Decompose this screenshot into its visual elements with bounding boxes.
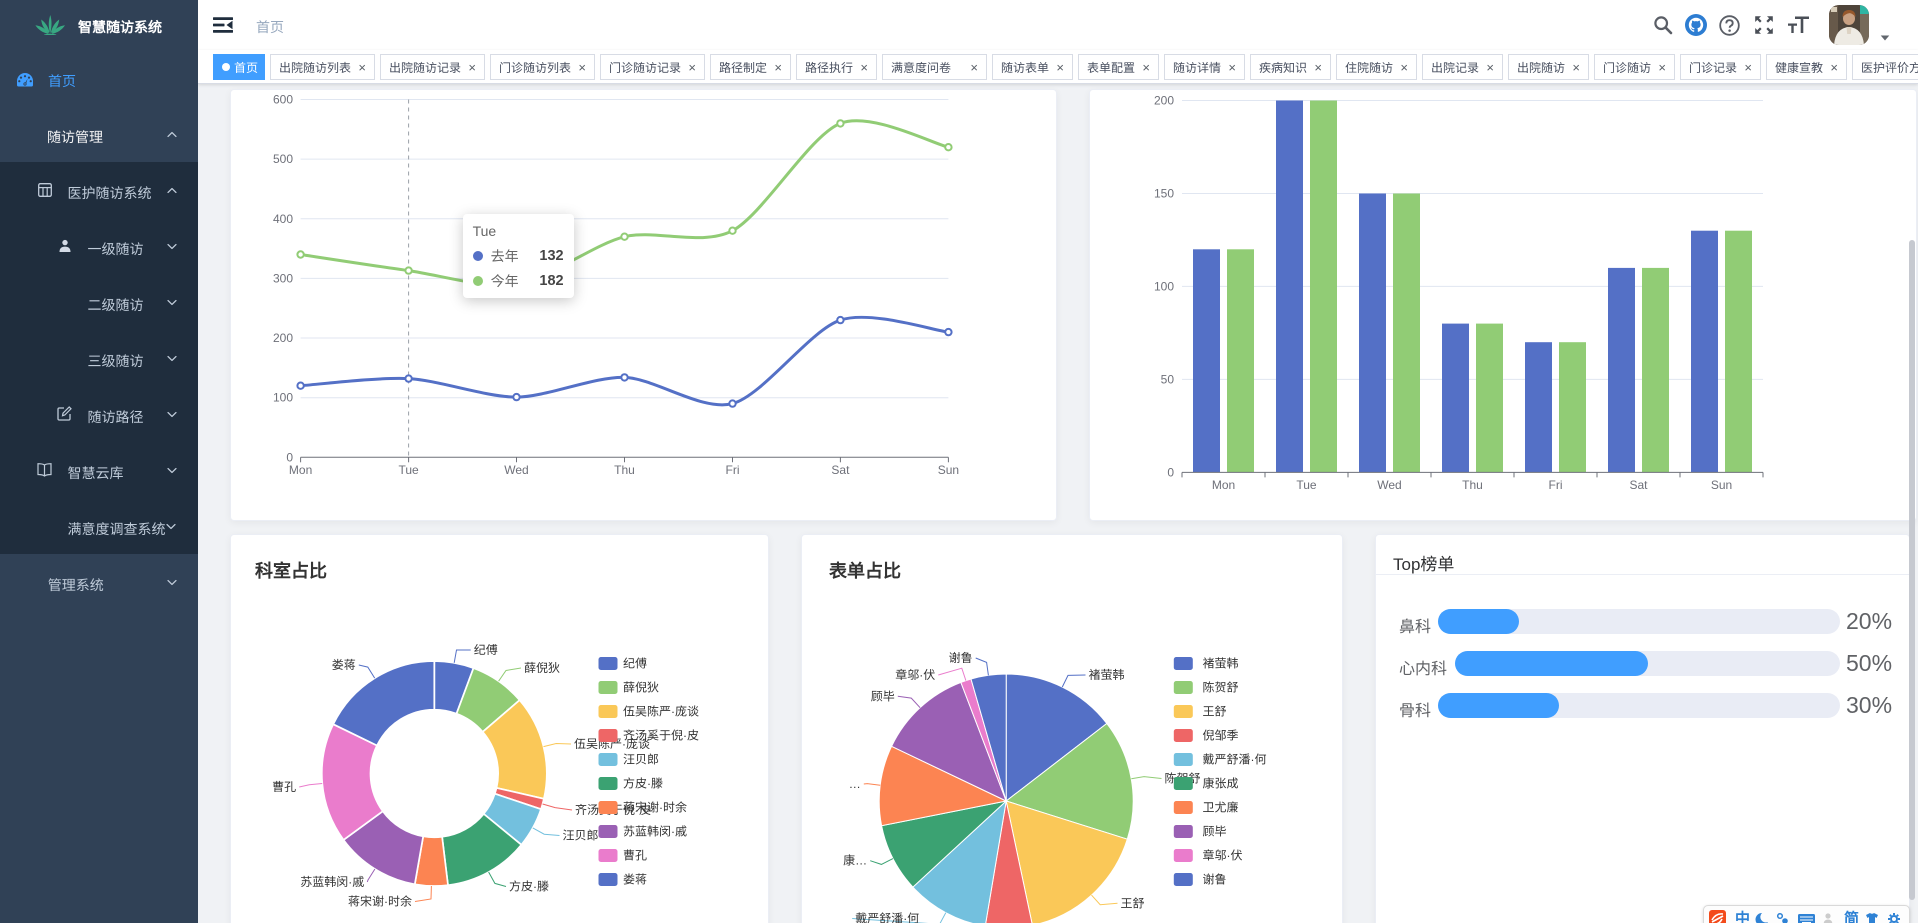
svg-text:方皮·滕: 方皮·滕	[509, 880, 549, 894]
svg-text:康张成: 康张成	[1203, 777, 1239, 791]
svg-text:中: 中	[1735, 909, 1750, 923]
svg-text:方皮·滕: 方皮·滕	[623, 777, 663, 791]
svg-text:卫尤廉: 卫尤廉	[1203, 801, 1239, 815]
svg-text:伍吴陈严·庞谈: 伍吴陈严·庞谈	[574, 737, 650, 751]
svg-text:汪贝郎: 汪贝郎	[623, 753, 659, 767]
svg-text:200: 200	[273, 331, 293, 345]
svg-text:康…: 康…	[843, 854, 867, 868]
svg-text:Mon: Mon	[1212, 478, 1235, 492]
svg-text:蒋宋谢·时余: 蒋宋谢·时余	[348, 895, 412, 909]
svg-text:300: 300	[273, 271, 293, 285]
svg-text:500: 500	[273, 152, 293, 166]
svg-text:齐汤奚于倪·皮: 齐汤奚于倪·皮	[623, 729, 699, 743]
svg-text:Wed: Wed	[1377, 478, 1401, 492]
svg-text:0: 0	[286, 450, 293, 464]
svg-text:Sat: Sat	[1629, 478, 1648, 492]
svg-text:汪贝郎: 汪贝郎	[563, 829, 599, 843]
svg-text:100: 100	[1154, 279, 1174, 293]
svg-text:Tue: Tue	[1296, 478, 1317, 492]
svg-text:王舒: 王舒	[1203, 705, 1227, 719]
svg-text:150: 150	[1154, 187, 1174, 201]
svg-text:章邬·伏: 章邬·伏	[895, 668, 935, 682]
svg-text:章邬·伏: 章邬·伏	[1203, 849, 1243, 863]
svg-text:简: 简	[1844, 909, 1859, 923]
svg-text:倪邹季: 倪邹季	[1203, 729, 1239, 743]
svg-text:苏蓝韩闵·戚: 苏蓝韩闵·戚	[300, 875, 364, 889]
svg-text:顾毕: 顾毕	[1203, 825, 1227, 839]
svg-text:Fri: Fri	[1549, 478, 1563, 492]
svg-text:Tue: Tue	[398, 463, 419, 477]
svg-text:褚萤韩: 褚萤韩	[1089, 668, 1125, 682]
svg-text:Sun: Sun	[938, 463, 959, 477]
svg-text:Thu: Thu	[1462, 478, 1483, 492]
svg-text:Sat: Sat	[831, 463, 850, 477]
svg-text:娄蒋: 娄蒋	[623, 873, 647, 887]
svg-text:陈贺舒: 陈贺舒	[1203, 681, 1239, 695]
svg-text:50: 50	[1161, 372, 1175, 386]
svg-text:谢鲁: 谢鲁	[1203, 873, 1227, 887]
svg-text:0: 0	[1167, 465, 1174, 479]
svg-text:Thu: Thu	[614, 463, 635, 477]
svg-text:600: 600	[273, 93, 293, 107]
svg-text:Sun: Sun	[1711, 478, 1732, 492]
svg-text:Fri: Fri	[726, 463, 740, 477]
svg-text:褚萤韩: 褚萤韩	[1203, 657, 1239, 671]
svg-text:娄蒋: 娄蒋	[332, 658, 356, 672]
svg-text:曹孔: 曹孔	[623, 849, 647, 863]
svg-text:蒋宋谢·时余: 蒋宋谢·时余	[623, 801, 687, 815]
svg-text:谢鲁: 谢鲁	[949, 651, 973, 665]
svg-text:Mon: Mon	[289, 463, 312, 477]
svg-text:200: 200	[1154, 94, 1174, 108]
svg-text:薛倪狄: 薛倪狄	[623, 681, 659, 695]
svg-text:顾毕: 顾毕	[871, 689, 895, 703]
svg-text:曹孔: 曹孔	[272, 780, 296, 794]
svg-text:戴严舒潘·何: 戴严舒潘·何	[1203, 753, 1267, 767]
svg-text:纪傅: 纪傅	[623, 657, 647, 671]
svg-text:400: 400	[273, 212, 293, 226]
svg-text:Wed: Wed	[504, 463, 528, 477]
svg-text:戴严舒潘·何: 戴严舒潘·何	[855, 912, 919, 923]
svg-text:伍吴陈严·庞谈: 伍吴陈严·庞谈	[623, 705, 699, 719]
svg-text:纪傅: 纪傅	[474, 643, 498, 657]
svg-text:薛倪狄: 薛倪狄	[524, 661, 560, 675]
svg-text:100: 100	[273, 391, 293, 405]
svg-text:王舒: 王舒	[1121, 896, 1145, 910]
svg-text:苏蓝韩闵·戚: 苏蓝韩闵·戚	[623, 825, 687, 839]
svg-text:…: …	[849, 777, 861, 791]
